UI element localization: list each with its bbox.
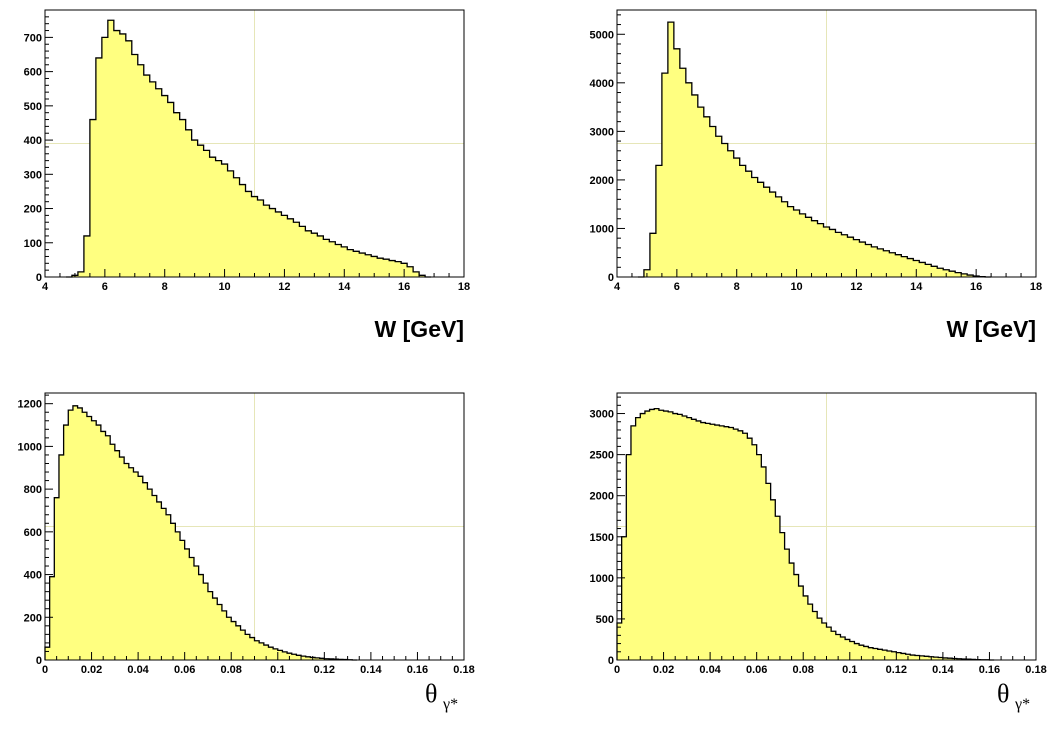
y-tick-label: 600 (24, 527, 42, 539)
x-tick-label: 0.08 (221, 664, 242, 676)
x-tick-label: 0 (614, 664, 620, 676)
x-tick-label: 0.1 (270, 664, 285, 676)
histogram-line (616, 407, 995, 661)
x-tick-label: 0.04 (699, 664, 721, 676)
x-axis-label: W [GeV] (947, 316, 1036, 342)
x-tick-label: 0.02 (81, 664, 102, 676)
x-axis-label: W [GeV] (375, 316, 464, 342)
y-tick-label: 800 (24, 484, 42, 496)
x-tick-label: 14 (910, 281, 923, 293)
y-tick-label: 500 (24, 101, 42, 113)
y-tick-label: 100 (24, 238, 42, 250)
x-axis-label-symbol: θ (997, 679, 1009, 708)
x-tick-label: 0 (42, 664, 48, 676)
x-tick-label: 10 (790, 281, 802, 293)
x-tick-label: 12 (850, 281, 862, 293)
x-tick-label: 0.06 (174, 664, 195, 676)
x-tick-label: 0.14 (932, 664, 954, 676)
x-tick-label: 0.04 (127, 664, 149, 676)
y-tick-label: 0 (608, 272, 614, 284)
chart-panel-1: 4 6 8 10 12 14 16 18 0 100 200 300 400 500 600 700 W [Ge… (24, 9, 470, 342)
x-axis-label-subscript: γ* (442, 696, 458, 713)
y-tick-label: 0 (608, 655, 614, 667)
x-tick-label: 18 (458, 281, 470, 293)
x-tick-label: 0.16 (979, 664, 1000, 676)
y-tick-label: 300 (24, 169, 42, 181)
x-tick-label: 0.02 (653, 664, 674, 676)
chart-panel-2: 4 6 8 10 12 14 16 18 0 1000 2000 3000 4000 5000 W [GeV… (590, 9, 1042, 342)
y-tick-label: 0 (36, 655, 42, 667)
y-tick-label: 500 (596, 614, 614, 626)
chart-panel-4: 0 0.02 0.04 0.06 0.08 0.1 0.12 0.14 0.16 0.18 0 500… (590, 392, 1047, 713)
x-tick-label: 6 (102, 281, 108, 293)
y-tick-label: 3000 (590, 126, 614, 138)
histogram-line (637, 21, 992, 278)
histogram-line (44, 405, 357, 661)
histogram-fill (637, 22, 992, 277)
x-tick-label: 0.14 (360, 664, 382, 676)
x-tick-label: 0.18 (453, 664, 474, 676)
y-tick-label: 1200 (18, 399, 42, 411)
x-tick-label: 4 (614, 281, 621, 293)
y-tick-label: 1000 (18, 441, 42, 453)
y-tick-label: 2000 (590, 175, 614, 187)
y-tick-label: 4000 (590, 78, 614, 90)
y-tick-label: 200 (24, 612, 42, 624)
x-tick-label: 0.12 (886, 664, 907, 676)
histogram-fill (65, 20, 432, 278)
x-tick-label: 0.12 (314, 664, 335, 676)
chart-panel-3: 0 0.02 0.04 0.06 0.08 0.1 0.12 0.14 0.16 0.18 0 200… (18, 392, 475, 713)
x-axis-label-symbol: θ (425, 679, 437, 708)
y-tick-label: 5000 (590, 29, 614, 41)
y-tick-label: 400 (24, 135, 42, 147)
x-tick-label: 16 (970, 281, 982, 293)
x-tick-label: 8 (734, 281, 740, 293)
x-tick-label: 18 (1030, 281, 1042, 293)
x-tick-label: 12 (278, 281, 290, 293)
histogram-fill (617, 408, 995, 660)
y-tick-label: 0 (36, 272, 42, 284)
x-tick-label: 16 (398, 281, 410, 293)
y-tick-label: 1500 (590, 532, 614, 544)
y-tick-label: 400 (24, 570, 42, 582)
x-tick-label: 8 (162, 281, 168, 293)
x-tick-label: 6 (674, 281, 680, 293)
x-tick-label: 10 (218, 281, 230, 293)
histogram-line (65, 19, 432, 278)
y-tick-label: 1000 (590, 223, 614, 235)
x-tick-label: 0.08 (793, 664, 814, 676)
y-tick-label: 1000 (590, 573, 614, 585)
x-axis-label-subscript: γ* (1014, 696, 1030, 713)
y-tick-label: 3000 (590, 409, 614, 421)
x-tick-label: 0.06 (746, 664, 767, 676)
x-tick-label: 14 (338, 281, 351, 293)
x-tick-label: 0.1 (842, 664, 857, 676)
x-tick-label: 0.18 (1025, 664, 1046, 676)
y-tick-label: 2000 (590, 491, 614, 503)
x-tick-label: 0.16 (407, 664, 428, 676)
y-tick-label: 700 (24, 32, 42, 44)
y-tick-label: 2500 (590, 450, 614, 462)
y-tick-label: 600 (24, 67, 42, 79)
histogram-fill (45, 405, 357, 660)
y-tick-label: 200 (24, 204, 42, 216)
x-tick-label: 4 (42, 281, 49, 293)
